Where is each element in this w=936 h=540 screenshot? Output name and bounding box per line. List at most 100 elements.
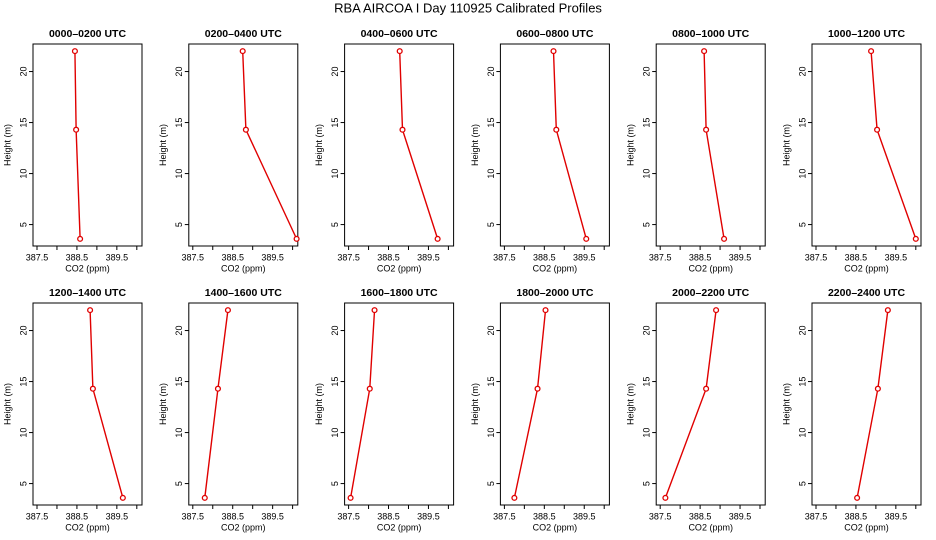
x-tick-label: 389.5 [417,511,440,521]
x-tick-label: 387.5 [649,252,672,262]
panel-title: 0200–0400 UTC [205,28,282,40]
y-tick-label: 20 [174,67,184,77]
page-title: RBA AIRCOA I Day 110925 Calibrated Profi… [334,0,602,15]
panel-title: 1000–1200 UTC [828,28,905,40]
y-tick-label: 20 [18,326,28,336]
y-tick-label: 10 [797,169,807,179]
x-tick-label: 387.5 [26,252,49,262]
profile-line [204,310,229,498]
profile-point [399,126,406,133]
x-tick-label: 389.5 [885,252,908,262]
panel-title: 1400–1600 UTC [205,287,282,299]
x-tick-label: 389.5 [261,511,284,521]
y-axis-label: Height (m) [470,383,480,425]
y-tick-label: 5 [642,222,652,227]
y-axis-label: Height (m) [158,124,168,166]
x-tick-label: 387.5 [182,511,205,521]
y-tick-label: 20 [797,326,807,336]
profile-point [721,235,728,242]
y-tick-label: 5 [174,481,184,486]
x-axis-label: CO2 (ppm) [533,522,578,532]
profile-point [434,235,441,242]
y-tick-label: 5 [486,481,496,486]
y-tick-label: 5 [486,222,496,227]
x-tick-label: 388.5 [533,252,556,262]
y-tick-label: 5 [642,481,652,486]
profile-point [553,126,560,133]
profile-point [912,235,919,242]
profile-line [349,310,376,498]
y-tick-label: 20 [486,326,496,336]
profile-point [511,494,518,501]
y-axis-label: Height (m) [626,383,636,425]
x-axis-label: CO2 (ppm) [688,522,733,532]
profile-point [371,307,378,314]
y-tick-label: 20 [18,67,28,77]
plot-frame [499,43,610,247]
y-tick-label: 5 [330,481,340,486]
plot-frame [344,43,455,247]
panel-title: 0400–0600 UTC [361,28,438,40]
y-tick-label: 10 [486,428,496,438]
x-tick-label: 389.5 [417,252,440,262]
y-tick-label: 10 [330,428,340,438]
x-tick-label: 389.5 [261,252,284,262]
x-tick-label: 387.5 [649,511,672,521]
profile-point [874,126,881,133]
profile-point [662,494,669,501]
y-tick-label: 20 [330,67,340,77]
y-tick-label: 10 [18,169,28,179]
y-tick-label: 5 [18,481,28,486]
y-tick-label: 5 [330,222,340,227]
x-tick-label: 387.5 [337,252,360,262]
y-tick-label: 10 [797,428,807,438]
profile-point [71,48,78,55]
profile-point [396,48,403,55]
profile-point [293,235,300,242]
profile-point [87,307,94,314]
y-tick-label: 15 [486,118,496,128]
x-axis-label: CO2 (ppm) [221,522,266,532]
profile-point [89,385,96,392]
profile-line [74,51,81,239]
x-axis-label: CO2 (ppm) [533,263,578,273]
profile-line [89,310,124,499]
y-tick-label: 20 [642,67,652,77]
x-axis-label: CO2 (ppm) [377,522,422,532]
y-tick-label: 20 [486,67,496,77]
y-tick-label: 10 [486,169,496,179]
y-tick-label: 5 [18,222,28,227]
profile-point [73,126,80,133]
y-axis-label: Height (m) [314,383,324,425]
profile-point [242,126,249,133]
y-tick-label: 20 [174,326,184,336]
x-tick-label: 388.5 [377,252,400,262]
profile-line [513,310,547,499]
profile-point [542,307,549,314]
y-tick-label: 20 [330,326,340,336]
profile-line [398,51,439,240]
x-tick-label: 387.5 [493,252,516,262]
y-tick-label: 15 [330,377,340,387]
x-axis-label: CO2 (ppm) [688,263,733,273]
profile-line [856,310,889,498]
y-axis-label: Height (m) [2,383,12,425]
x-axis-label: CO2 (ppm) [65,522,110,532]
profile-point [347,494,354,501]
y-axis-label: Height (m) [626,124,636,166]
profile-point [701,48,708,55]
y-tick-label: 15 [797,118,807,128]
x-tick-label: 389.5 [573,511,596,521]
panel-title: 0800–1000 UTC [672,28,749,40]
y-tick-label: 15 [174,118,184,128]
profile-point [583,235,590,242]
x-tick-label: 388.5 [845,252,868,262]
profile-line [242,51,298,240]
y-tick-label: 15 [642,377,652,387]
y-axis-label: Height (m) [470,124,480,166]
profile-line [870,51,917,240]
x-tick-label: 388.5 [66,252,89,262]
y-tick-label: 5 [174,222,184,227]
